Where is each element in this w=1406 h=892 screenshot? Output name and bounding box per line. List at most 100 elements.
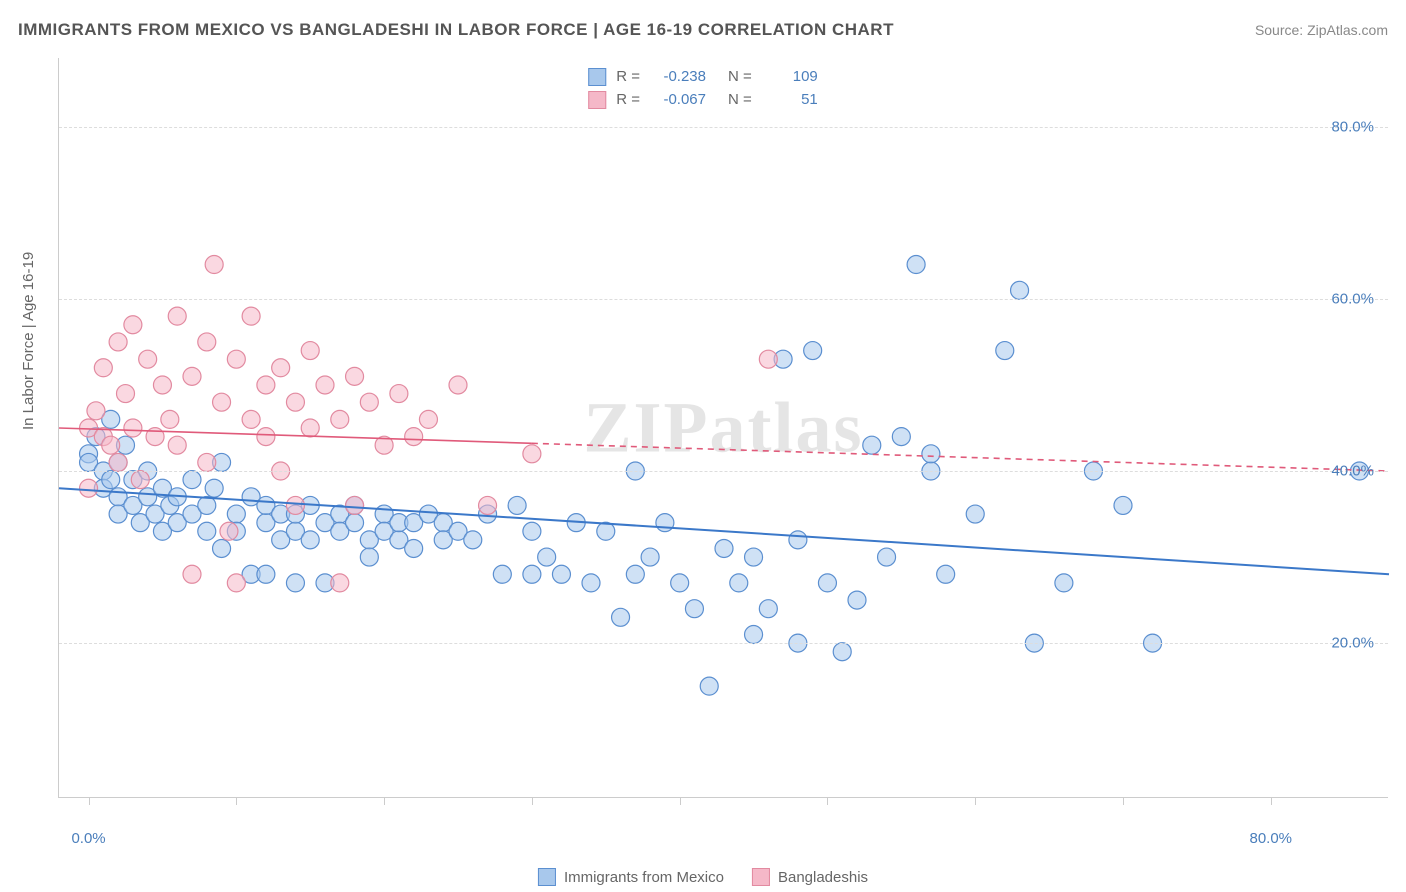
scatter-point: [87, 402, 105, 420]
scatter-point: [227, 574, 245, 592]
source-label: Source: ZipAtlas.com: [1255, 22, 1388, 38]
legend-swatch: [588, 68, 606, 86]
scatter-point: [419, 410, 437, 428]
scatter-point: [966, 505, 984, 523]
scatter-point: [626, 565, 644, 583]
ytick-label: 60.0%: [1331, 290, 1374, 307]
scatter-point: [612, 608, 630, 626]
legend-label: Immigrants from Mexico: [564, 869, 724, 886]
scatter-point: [198, 522, 216, 540]
n-value: 109: [762, 66, 818, 89]
scatter-point: [346, 367, 364, 385]
scatter-point: [523, 522, 541, 540]
scatter-point: [168, 307, 186, 325]
scatter-point: [818, 574, 836, 592]
scatter-point: [1055, 574, 1073, 592]
scatter-point: [685, 600, 703, 618]
scatter-point: [907, 256, 925, 274]
xtick: [532, 797, 533, 805]
trend-line-dashed: [532, 443, 1389, 471]
scatter-point: [745, 626, 763, 644]
scatter-point: [205, 256, 223, 274]
scatter-point: [183, 471, 201, 489]
scatter-point: [183, 367, 201, 385]
scatter-point: [286, 574, 304, 592]
scatter-point: [301, 531, 319, 549]
xtick: [827, 797, 828, 805]
scatter-point: [671, 574, 689, 592]
correlation-row: R =-0.238N =109: [588, 66, 818, 89]
scatter-point: [183, 565, 201, 583]
scatter-point: [161, 410, 179, 428]
scatter-point: [493, 565, 511, 583]
scatter-point: [405, 539, 423, 557]
scatter-point: [220, 522, 238, 540]
scatter-point: [257, 428, 275, 446]
xtick-label: 0.0%: [71, 830, 105, 847]
scatter-point: [759, 350, 777, 368]
scatter-point: [552, 565, 570, 583]
xtick: [975, 797, 976, 805]
scatter-point: [102, 471, 120, 489]
scatter-point: [390, 385, 408, 403]
scatter-point: [94, 359, 112, 377]
legend-label: Bangladeshis: [778, 869, 868, 886]
scatter-point: [153, 376, 171, 394]
scatter-point: [168, 436, 186, 454]
scatter-point: [124, 419, 142, 437]
r-label: R =: [616, 66, 640, 89]
scatter-point: [117, 385, 135, 403]
xtick: [384, 797, 385, 805]
scatter-point: [759, 600, 777, 618]
chart-container: IMMIGRANTS FROM MEXICO VS BANGLADESHI IN…: [0, 0, 1406, 892]
trend-line: [59, 488, 1389, 574]
scatter-point: [745, 548, 763, 566]
scatter-point: [301, 342, 319, 360]
scatter-point: [538, 548, 556, 566]
legend-swatch: [588, 91, 606, 109]
scatter-point: [346, 496, 364, 514]
scatter-point: [286, 496, 304, 514]
scatter-point: [878, 548, 896, 566]
scatter-point: [102, 436, 120, 454]
scatter-point: [80, 479, 98, 497]
scatter-point: [257, 565, 275, 583]
xtick: [89, 797, 90, 805]
ytick-label: 20.0%: [1331, 635, 1374, 652]
scatter-point: [331, 574, 349, 592]
gridline-h: [59, 127, 1388, 128]
scatter-point: [892, 428, 910, 446]
xtick: [1271, 797, 1272, 805]
scatter-point: [198, 453, 216, 471]
plot-area: ZIPatlas 20.0%40.0%60.0%80.0%0.0%80.0%: [58, 58, 1388, 798]
xtick: [680, 797, 681, 805]
scatter-point: [641, 548, 659, 566]
scatter-point: [346, 514, 364, 532]
scatter-point: [109, 453, 127, 471]
scatter-point: [937, 565, 955, 583]
scatter-point: [656, 514, 674, 532]
scatter-point: [316, 376, 334, 394]
scatter-point: [715, 539, 733, 557]
scatter-point: [700, 677, 718, 695]
r-value: -0.067: [650, 89, 706, 112]
legend-item: Immigrants from Mexico: [538, 868, 724, 886]
scatter-point: [582, 574, 600, 592]
scatter-point: [523, 565, 541, 583]
r-label: R =: [616, 89, 640, 112]
scatter-point: [139, 350, 157, 368]
scatter-point: [227, 505, 245, 523]
legend-swatch: [538, 868, 556, 886]
scatter-point: [213, 393, 231, 411]
scatter-point: [848, 591, 866, 609]
xtick-label: 80.0%: [1249, 830, 1292, 847]
scatter-point: [257, 376, 275, 394]
scatter-point: [272, 359, 290, 377]
legend-swatch: [752, 868, 770, 886]
xtick: [1123, 797, 1124, 805]
scatter-point: [301, 419, 319, 437]
correlation-legend: R =-0.238N =109R =-0.067N =51: [578, 62, 828, 115]
scatter-point: [242, 307, 260, 325]
scatter-point: [996, 342, 1014, 360]
scatter-point: [331, 410, 349, 428]
